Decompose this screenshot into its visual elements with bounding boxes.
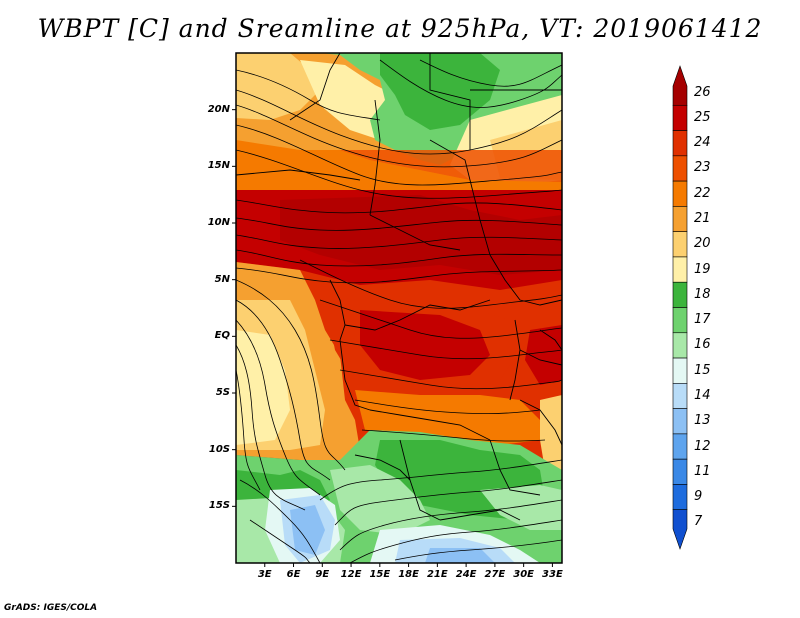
lon-label: 9E xyxy=(315,569,330,580)
lon-label: 12E xyxy=(340,569,362,580)
colorbar-label: 23 xyxy=(694,160,711,176)
colorbar-label: 9 xyxy=(694,489,703,505)
lat-label: 5S xyxy=(215,387,230,398)
colorbar-swatch xyxy=(672,332,688,359)
lat-label: 15S xyxy=(208,500,230,512)
lat-label: 15N xyxy=(207,160,230,172)
colorbar-swatch xyxy=(672,458,688,485)
colorbar-label: 13 xyxy=(694,413,711,429)
lon-label: 24E xyxy=(455,569,477,580)
colorbar-swatch xyxy=(672,383,688,409)
lat-label: EQ xyxy=(214,330,230,342)
colorbar-swatch xyxy=(672,231,688,258)
colorbar-swatch xyxy=(672,509,688,550)
chart-title: WBPT [C] and Sreamline at 925hPa, VT: 20… xyxy=(37,14,763,43)
colorbar-swatch xyxy=(672,130,688,157)
colorbar-swatch xyxy=(672,484,688,511)
colorbar-label: 14 xyxy=(694,387,711,403)
colorbar-label: 17 xyxy=(694,312,711,328)
colorbar-swatch xyxy=(672,155,688,182)
colorbar-label: 12 xyxy=(694,438,711,454)
credit-text: GrADS: IGES/COLA xyxy=(4,603,98,613)
lat-label: 10S xyxy=(208,443,230,455)
lat-label: 20N xyxy=(207,103,230,115)
lon-label: 27E xyxy=(484,569,506,580)
wbpt-shading xyxy=(236,53,562,563)
lon-label: 21E xyxy=(426,569,448,580)
colorbar-swatch xyxy=(672,357,688,384)
colorbar-swatch xyxy=(672,180,688,207)
lon-label: 3E xyxy=(257,569,272,580)
colorbar-swatch xyxy=(672,281,688,308)
colorbar-label: 19 xyxy=(694,261,711,277)
colorbar-swatch xyxy=(672,256,688,283)
lat-label: 5N xyxy=(214,273,230,285)
colorbar-label: 11 xyxy=(694,463,711,479)
lon-label: 15E xyxy=(369,569,391,580)
colorbar-label: 22 xyxy=(694,185,711,201)
colorbar-swatch xyxy=(672,433,688,460)
colorbar-label: 16 xyxy=(694,337,711,353)
axis-ticks xyxy=(232,109,553,567)
colorbar-swatch xyxy=(672,408,688,435)
colorbar-label: 18 xyxy=(694,286,711,302)
lon-label: 30E xyxy=(513,569,535,580)
colorbar-swatch xyxy=(672,65,688,106)
colorbar-label: 25 xyxy=(694,109,711,125)
colorbar-label: 15 xyxy=(694,362,711,378)
colorbar-label: 24 xyxy=(694,135,711,151)
country-borders xyxy=(236,53,562,521)
lat-label: 10N xyxy=(207,217,230,228)
colorbar-swatch xyxy=(672,104,688,131)
colorbar-label: 26 xyxy=(694,84,711,100)
colorbar-label: 7 xyxy=(694,514,703,530)
colorbar-label: 21 xyxy=(694,211,711,227)
map-frame xyxy=(235,52,563,564)
colorbar xyxy=(672,65,688,550)
lon-label: 18E xyxy=(398,569,419,580)
colorbar-swatch xyxy=(672,307,688,334)
lon-label: 6E xyxy=(286,569,301,580)
lon-label: 33E xyxy=(542,569,563,580)
colorbar-label: 20 xyxy=(694,236,711,252)
colorbar-swatch xyxy=(672,206,688,232)
streamlines xyxy=(236,59,562,563)
